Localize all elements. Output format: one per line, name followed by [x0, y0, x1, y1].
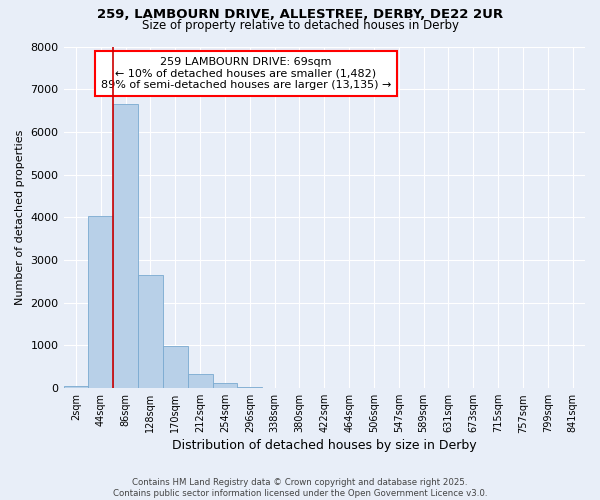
Y-axis label: Number of detached properties: Number of detached properties [15, 130, 25, 305]
Bar [238, 386, 262, 388]
Bar [188, 374, 212, 388]
Bar [212, 384, 238, 388]
Bar [113, 104, 138, 388]
Bar [64, 386, 88, 388]
Text: Size of property relative to detached houses in Derby: Size of property relative to detached ho… [142, 18, 458, 32]
Text: Contains HM Land Registry data © Crown copyright and database right 2025.
Contai: Contains HM Land Registry data © Crown c… [113, 478, 487, 498]
Text: 259, LAMBOURN DRIVE, ALLESTREE, DERBY, DE22 2UR: 259, LAMBOURN DRIVE, ALLESTREE, DERBY, D… [97, 8, 503, 20]
Bar [163, 346, 188, 388]
Text: 259 LAMBOURN DRIVE: 69sqm
← 10% of detached houses are smaller (1,482)
89% of se: 259 LAMBOURN DRIVE: 69sqm ← 10% of detac… [101, 57, 391, 90]
X-axis label: Distribution of detached houses by size in Derby: Distribution of detached houses by size … [172, 440, 476, 452]
Bar [88, 216, 113, 388]
Bar [138, 275, 163, 388]
